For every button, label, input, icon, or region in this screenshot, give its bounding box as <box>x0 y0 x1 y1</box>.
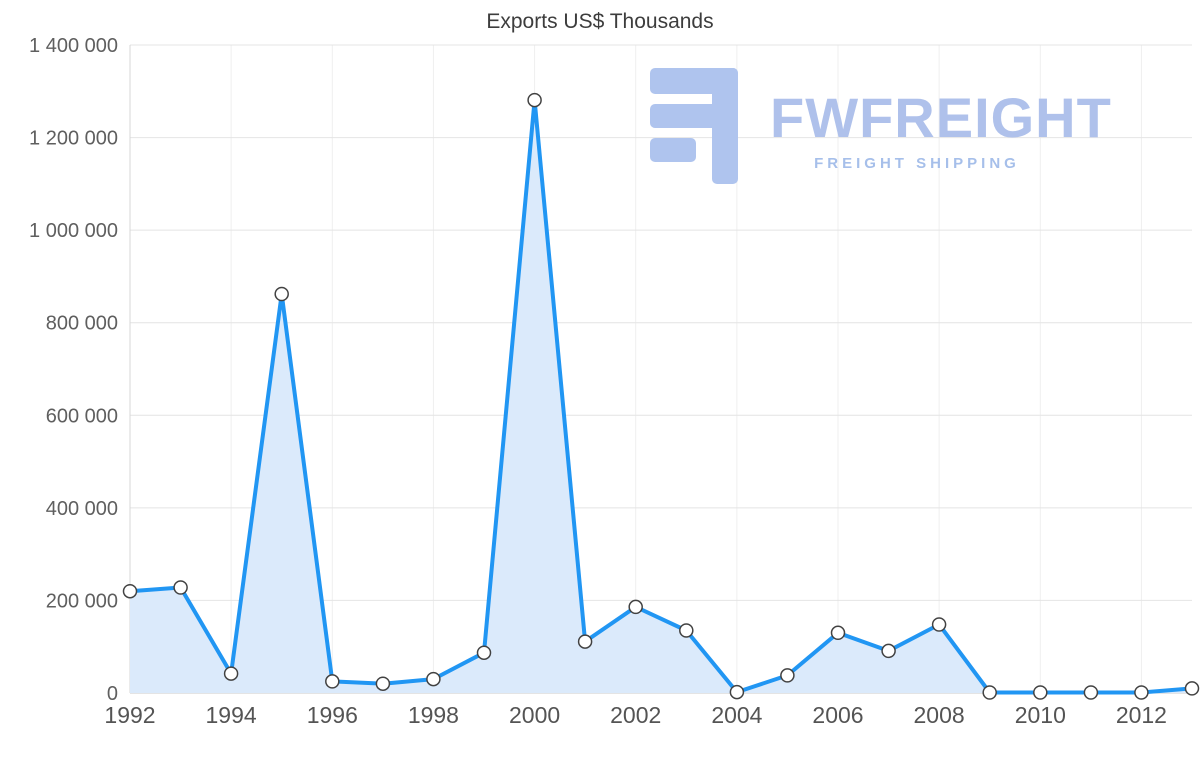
y-tick-label: 1 200 000 <box>29 128 118 150</box>
data-point-marker[interactable] <box>780 668 795 683</box>
data-point-marker[interactable] <box>426 671 441 687</box>
data-point-marker[interactable] <box>1134 685 1149 700</box>
data-point-marker[interactable] <box>1033 685 1048 700</box>
x-tick-label: 2012 <box>1116 702 1167 728</box>
y-tick-label: 200 000 <box>46 590 118 612</box>
series-area <box>130 100 1192 694</box>
data-point-marker[interactable] <box>628 599 643 615</box>
data-point-marker[interactable] <box>325 674 340 689</box>
data-point-marker[interactable] <box>122 583 138 599</box>
y-tick-label: 0 <box>107 683 118 705</box>
x-tick-label: 2002 <box>610 702 661 728</box>
data-point-marker[interactable] <box>830 625 846 641</box>
y-axis-labels: 0 200 000 400 000 600 000 800 000 1 000 000 1 … <box>29 35 118 705</box>
data-point-marker[interactable] <box>982 685 997 700</box>
y-tick-label: 800 000 <box>46 313 118 335</box>
x-tick-label: 1998 <box>408 702 459 728</box>
chart-title: Exports US$ Thousands <box>486 10 714 33</box>
x-tick-label: 2006 <box>812 702 863 728</box>
data-point-marker[interactable] <box>223 666 239 681</box>
x-axis-labels: 1992 1994 1996 1998 2000 2002 2004 2006 2008 2010… <box>104 702 1167 728</box>
series-line <box>128 98 1194 695</box>
data-point-marker[interactable] <box>931 617 947 632</box>
y-tick-label: 1 400 000 <box>29 35 118 57</box>
x-tick-label: 2008 <box>914 702 965 728</box>
x-tick-label: 1994 <box>206 702 257 728</box>
data-point-marker[interactable] <box>476 645 492 660</box>
data-point-marker[interactable] <box>679 623 694 638</box>
x-tick-label: 2010 <box>1015 702 1066 728</box>
data-point-marker[interactable] <box>729 684 745 700</box>
data-point-marker[interactable] <box>577 634 593 649</box>
y-tick-label: 1 000 000 <box>29 220 118 242</box>
data-point-marker[interactable] <box>1083 685 1099 700</box>
y-tick-label: 600 000 <box>46 405 118 427</box>
data-point-marker[interactable] <box>274 286 289 302</box>
x-tick-label: 1996 <box>307 702 358 728</box>
x-tick-label: 1992 <box>104 702 155 728</box>
data-point-marker[interactable] <box>1184 681 1200 696</box>
data-point-markers <box>122 92 1200 700</box>
x-tick-label: 2004 <box>711 702 762 728</box>
x-tick-label: 2000 <box>509 702 560 728</box>
data-point-marker[interactable] <box>881 643 896 659</box>
data-point-marker[interactable] <box>375 676 391 691</box>
data-point-marker[interactable] <box>527 92 542 108</box>
data-point-marker[interactable] <box>173 580 188 595</box>
y-tick-label: 400 000 <box>46 498 118 520</box>
